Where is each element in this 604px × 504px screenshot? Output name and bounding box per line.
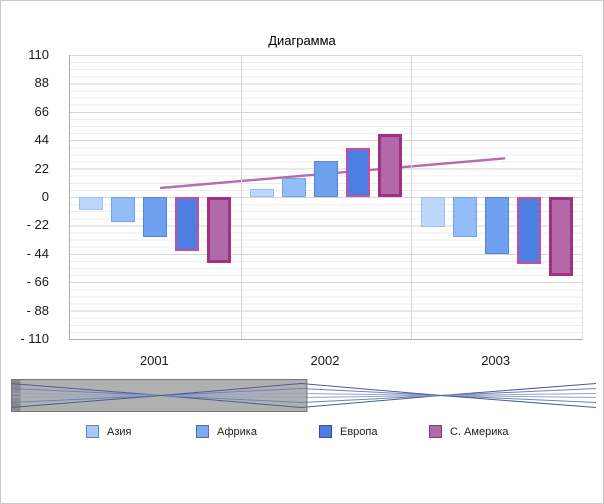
bar-2001-series4[interactable] (175, 197, 200, 252)
y-axis-tick-label: 66 (34, 103, 49, 119)
legend-item-1[interactable]: Азия (86, 425, 131, 438)
bar-2003-series5[interactable] (548, 197, 573, 276)
legend-label: Азия (107, 425, 132, 438)
selection-handle[interactable] (11, 379, 21, 412)
band-line (10, 388, 597, 404)
bar-2002-series1[interactable] (250, 189, 274, 197)
band-line (10, 387, 597, 403)
legend-label: Европа (340, 425, 378, 438)
legend-item-2[interactable]: Африка (196, 425, 257, 438)
selector-band-svg (10, 379, 597, 412)
legend-item-3[interactable]: Европа (319, 425, 378, 438)
band-line (10, 383, 597, 409)
category-separator (240, 55, 242, 339)
x-axis-tick-label: 2002 (310, 353, 340, 368)
legend-swatch (196, 425, 209, 438)
band-line (10, 382, 597, 408)
x-axis-tick-label: 2003 (481, 353, 511, 368)
band-line (10, 392, 597, 398)
legend-swatch (429, 425, 442, 438)
bar-2001-series3[interactable] (143, 197, 168, 237)
bar-2003-series3[interactable] (484, 197, 509, 254)
y-axis-labels: 110 88 66 44 22 0 - 22 - 44 - 66 - 88 - 110 (1, 47, 59, 346)
y-axis-tick-label: 44 (34, 132, 49, 148)
y-axis-tick-label: - 88 (26, 302, 49, 318)
legend-item-4[interactable]: С. Америка (429, 425, 509, 438)
y-axis-tick-label: - 44 (26, 245, 49, 261)
legend-label: Африка (217, 425, 257, 438)
y-axis-tick-label: 22 (34, 160, 49, 176)
band-line (10, 393, 597, 399)
legend-swatch (319, 425, 332, 438)
bar-2003-series4[interactable] (516, 197, 541, 265)
chart-title: Диаграмма (268, 33, 336, 48)
y-axis-tick-label: - 66 (26, 274, 49, 290)
selector-band[interactable] (10, 379, 597, 412)
y-axis-tick-label: 88 (34, 75, 49, 91)
bar-2002-series3[interactable] (314, 160, 338, 197)
bar-2001-series2[interactable] (111, 197, 136, 222)
plot-area (69, 55, 583, 340)
y-axis-tick-label: 0 (41, 189, 49, 204)
bar-2001-series5[interactable] (207, 197, 232, 263)
legend-label: С. Америка (450, 425, 509, 438)
y-axis-tick-label: - 22 (26, 217, 49, 233)
bar-2003-series2[interactable] (452, 197, 477, 237)
legend: Азия Африка Европа С. Америка (1, 425, 603, 447)
bar-2002-series4[interactable] (346, 147, 370, 197)
y-axis-tick-label: - 110 (20, 331, 49, 346)
bar-2003-series1[interactable] (420, 197, 445, 227)
category-separator (411, 55, 413, 339)
bar-2001-series1[interactable] (79, 197, 104, 210)
bar-2002-series5[interactable] (378, 133, 402, 197)
selection-region-border (11, 379, 308, 412)
x-axis-tick-label: 2001 (139, 353, 169, 368)
bar-2002-series2[interactable] (282, 177, 306, 197)
y-axis-tick-label: 110 (28, 47, 49, 62)
x-axis-labels: 2001 2002 2003 (69, 353, 581, 371)
legend-swatch (86, 425, 99, 438)
